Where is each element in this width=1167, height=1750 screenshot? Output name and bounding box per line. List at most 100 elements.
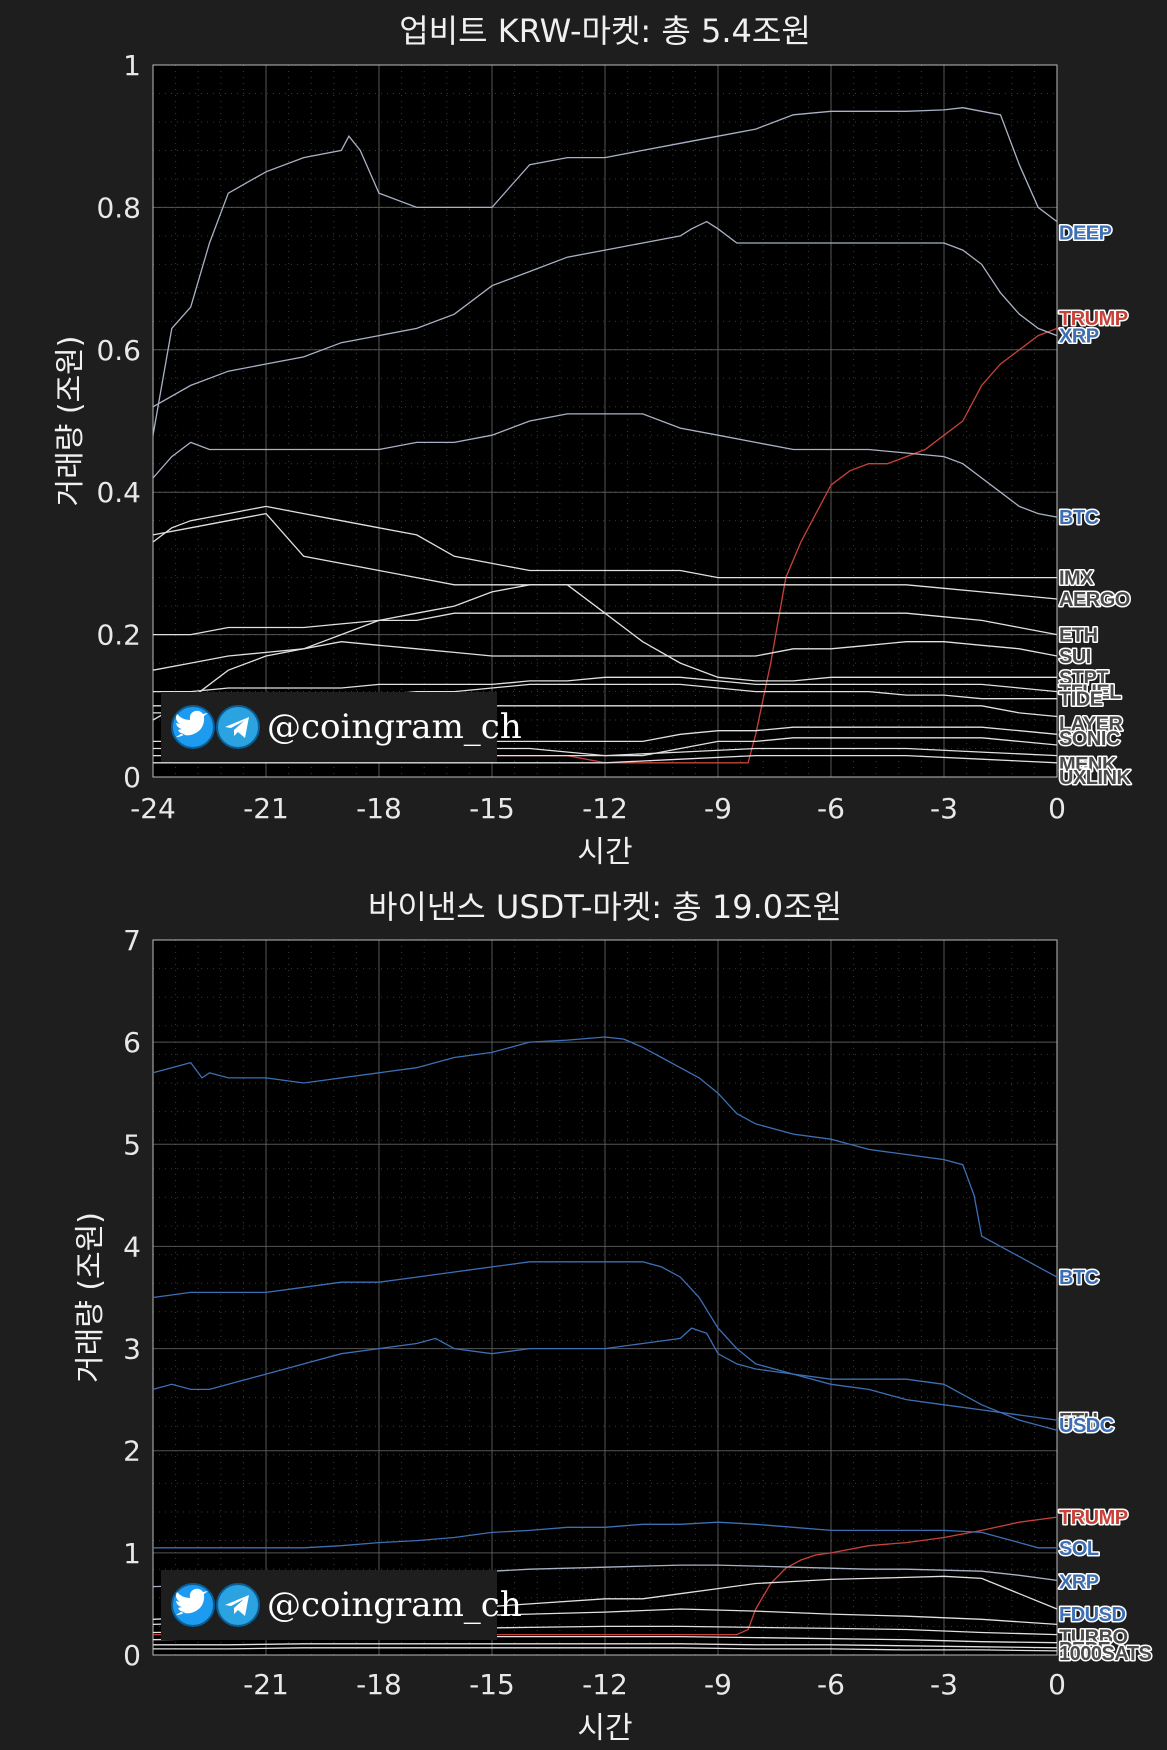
line-label-xrp: XRP	[1059, 1571, 1099, 1593]
x-tick-label: -15	[469, 792, 515, 825]
y-tick-label: 1	[123, 1537, 141, 1570]
x-tick-label: -12	[582, 1668, 628, 1701]
x-tick-label: -15	[469, 1668, 515, 1701]
bottom-chart-title: 바이낸스 USDT-마켓: 총 19.0조원	[368, 888, 842, 926]
x-tick-label: 0	[1048, 792, 1066, 825]
y-tick-label: 0	[123, 1639, 141, 1672]
telegram-icon	[216, 1583, 260, 1627]
bottom-watermark: @coingram_ch	[161, 1570, 522, 1640]
series-line-stpt	[152, 584, 1057, 721]
telegram-plane-glyph	[225, 1595, 249, 1616]
line-label-sonic: SONIC	[1059, 728, 1120, 750]
y-tick-label: 2	[123, 1435, 141, 1468]
top-plot-border	[152, 64, 1058, 778]
twitter-icon	[171, 705, 215, 749]
x-tick-label: -3	[930, 1668, 958, 1701]
twitter-bird-glyph	[176, 1588, 208, 1615]
series-line-imx	[152, 505, 1057, 579]
top-y-ticks: 0 0.2 0.4 0.6 0.8 1	[96, 49, 141, 794]
line-label-xrp: XRP	[1059, 326, 1099, 348]
x-tick-label: -21	[243, 792, 289, 825]
bottom-x-axis-label: 시간	[577, 1711, 632, 1746]
line-label-usdc: USDC	[1059, 1415, 1114, 1437]
line-label-uxlink: UXLINK	[1059, 767, 1132, 789]
y-tick-label: 0	[123, 761, 141, 794]
line-label-me: ME	[1059, 754, 1088, 776]
top-watermark: @coingram_ch	[161, 692, 522, 762]
watermark-handle: @coingram_ch	[267, 707, 522, 747]
series-line-tfuel	[153, 676, 1058, 693]
y-tick-label: 5	[123, 1128, 141, 1161]
line-label-tfuel: TFUEL	[1059, 682, 1121, 704]
y-tick-label: 3	[123, 1333, 141, 1366]
x-tick-label: -9	[704, 1668, 732, 1701]
series-line-btc	[152, 413, 1058, 518]
x-tick-label: -21	[243, 1668, 289, 1701]
series-line-sol	[153, 1521, 1057, 1549]
x-tick-label: 0	[1048, 1668, 1066, 1701]
line-label-trump: TRUMP	[1059, 1507, 1128, 1529]
top-x-axis-label: 시간	[577, 835, 632, 870]
top-y-axis-label: 거래량 (조원)	[53, 336, 88, 507]
line-label-sui: SUI	[1059, 646, 1091, 668]
line-label-btc: BTC	[1059, 1267, 1099, 1289]
line-label-layer: LAYER	[1059, 714, 1124, 736]
y-tick-label: 6	[123, 1026, 141, 1059]
y-tick-label: 7	[123, 924, 141, 957]
y-tick-label: 4	[123, 1230, 141, 1263]
line-label-stpt: STPT	[1059, 667, 1108, 689]
line-label-sol: SOL	[1059, 1538, 1099, 1560]
x-tick-label: -18	[356, 1668, 402, 1701]
series-line-deep	[152, 107, 1058, 436]
line-label-btc: BTC	[1059, 507, 1099, 529]
line-label-imx: IMX	[1059, 568, 1094, 590]
top-x-ticks: -24 -21 -18 -15 -12 -9 -6 -3 0	[130, 792, 1066, 825]
watermark-handle: @coingram_ch	[267, 1585, 522, 1625]
line-label-bonk: BONK	[1059, 754, 1117, 776]
line-label-eth: ETH	[1059, 1410, 1098, 1432]
bottom-y-ticks: 0 1 2 3 4 5 6 7	[123, 924, 141, 1672]
x-tick-label: -6	[817, 1668, 845, 1701]
x-tick-label: -9	[704, 792, 732, 825]
twitter-bird-glyph	[176, 710, 208, 737]
bottom-x-ticks: -21 -18 -15 -12 -9 -6 -3 0	[243, 1668, 1066, 1701]
series-line-btc	[152, 1036, 1058, 1278]
series-line-link	[153, 1643, 1058, 1649]
line-label-trump: TRUMP	[1059, 308, 1128, 330]
x-tick-label: -24	[130, 792, 176, 825]
line-label-aergo: AERGO	[1059, 589, 1130, 611]
y-tick-label: 0.6	[96, 334, 141, 367]
series-line-eth	[152, 1261, 1058, 1421]
series-line-ena	[153, 1647, 1058, 1652]
top-chart-title: 업비트 KRW-마켓: 총 5.4조원	[399, 12, 811, 50]
telegram-plane-glyph	[225, 717, 249, 738]
x-tick-label: -12	[582, 792, 628, 825]
series-line-uxlink	[153, 754, 1058, 764]
x-tick-label: -3	[930, 792, 958, 825]
x-tick-label: -18	[356, 792, 402, 825]
twitter-icon	[171, 1583, 215, 1627]
line-label-pepe: PEPE	[1059, 1639, 1111, 1661]
line-label-deep: DEEP	[1059, 222, 1112, 244]
bottom-y-axis-label: 거래량 (조원)	[73, 1212, 108, 1383]
bottom-minor-grid	[152, 940, 1057, 1656]
series-line-aergo	[152, 512, 1058, 600]
telegram-icon	[216, 705, 260, 749]
x-tick-label: -6	[817, 792, 845, 825]
line-label-turbo: TURBO	[1059, 1627, 1128, 1649]
y-tick-label: 0.4	[96, 476, 141, 509]
line-label-tide: TIDE	[1059, 689, 1103, 711]
line-label-fdusd: FDUSD	[1059, 1604, 1125, 1626]
line-label-1000sats: 1000SATS	[1059, 1643, 1152, 1665]
line-label-eth: ETH	[1059, 625, 1098, 647]
y-tick-label: 1	[123, 49, 141, 82]
series-line-usdc	[152, 1327, 1058, 1431]
y-tick-label: 0.2	[96, 619, 141, 652]
y-tick-label: 0.8	[96, 191, 141, 224]
series-line-xrp	[152, 220, 1058, 408]
